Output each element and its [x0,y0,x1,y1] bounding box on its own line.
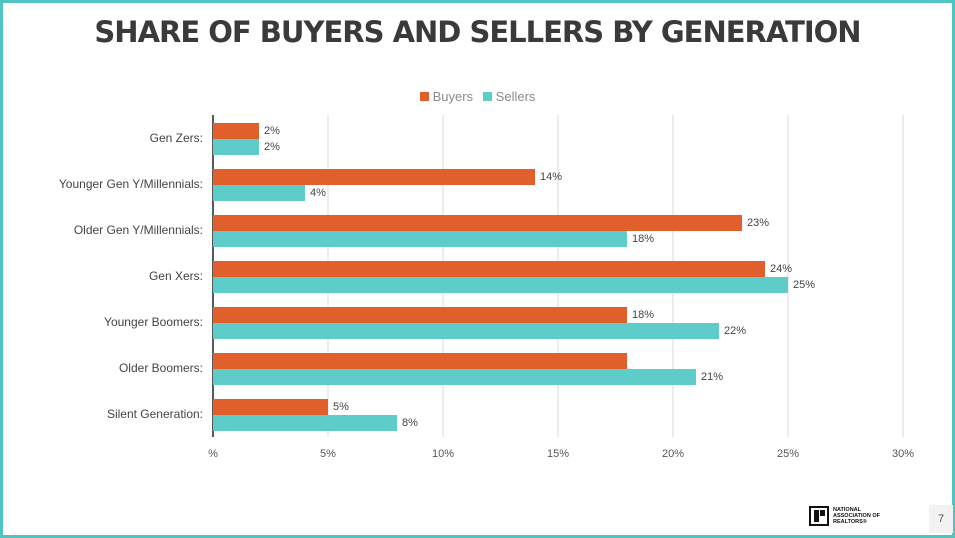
bar-sellers [213,323,719,339]
data-label: 2% [264,141,280,153]
legend-item-sellers: Sellers [482,89,536,104]
data-label: 8% [402,417,418,429]
legend-swatch-sellers [482,92,492,101]
x-tick-label: 15% [547,448,569,460]
data-label: 25% [793,279,815,291]
data-label: 18% [632,233,654,245]
category-label: Gen Zers: [150,131,203,145]
x-tick-label: 25% [777,448,799,460]
bar-sellers [213,139,259,155]
bar-buyers [213,307,627,323]
chart-title: SHARE OF BUYERS AND SELLERS BY GENERATIO… [94,15,861,49]
bar-buyers [213,123,259,139]
category-label: Gen Xers: [149,269,203,283]
data-label: 22% [724,325,746,337]
bar-sellers [213,369,696,385]
data-label: 21% [701,371,723,383]
chart-legend: Buyers Sellers [3,89,952,104]
legend-item-buyers: Buyers [419,89,474,104]
x-tick-label: % [208,448,218,460]
bar-sellers [213,231,627,247]
data-label: 23% [747,217,769,229]
x-tick-label: 10% [432,448,454,460]
data-label: 18% [632,309,654,321]
bar-buyers [213,399,328,415]
legend-swatch-buyers [419,92,429,101]
x-tick-label: 5% [320,448,336,460]
category-label: Younger Gen Y/Millennials: [59,177,203,191]
bar-sellers [213,415,397,431]
bar-buyers [213,261,765,277]
bar-buyers [213,169,535,185]
x-tick-label: 30% [892,448,914,460]
bar-buyers [213,353,627,369]
realtor-r-icon [809,506,829,526]
category-label: Silent Generation: [107,407,203,421]
data-label: 24% [770,263,792,275]
data-label: 2% [264,125,280,137]
logo-text: NATIONAL ASSOCIATION OF REALTORS® [833,507,880,525]
data-label: 14% [540,171,562,183]
category-label: Older Boomers: [119,361,203,375]
nar-logo: NATIONAL ASSOCIATION OF REALTORS® [809,506,893,526]
data-label: 4% [310,187,326,199]
bar-sellers [213,185,305,201]
legend-label-buyers: Buyers [432,89,474,104]
category-label: Younger Boomers: [104,315,203,329]
x-tick-label: 20% [662,448,684,460]
legend-label-sellers: Sellers [495,89,536,104]
data-label: 5% [333,401,349,413]
category-label: Older Gen Y/Millennials: [74,223,203,237]
bar-buyers [213,215,742,231]
bar-sellers [213,277,788,293]
page-number: 7 [929,505,953,533]
